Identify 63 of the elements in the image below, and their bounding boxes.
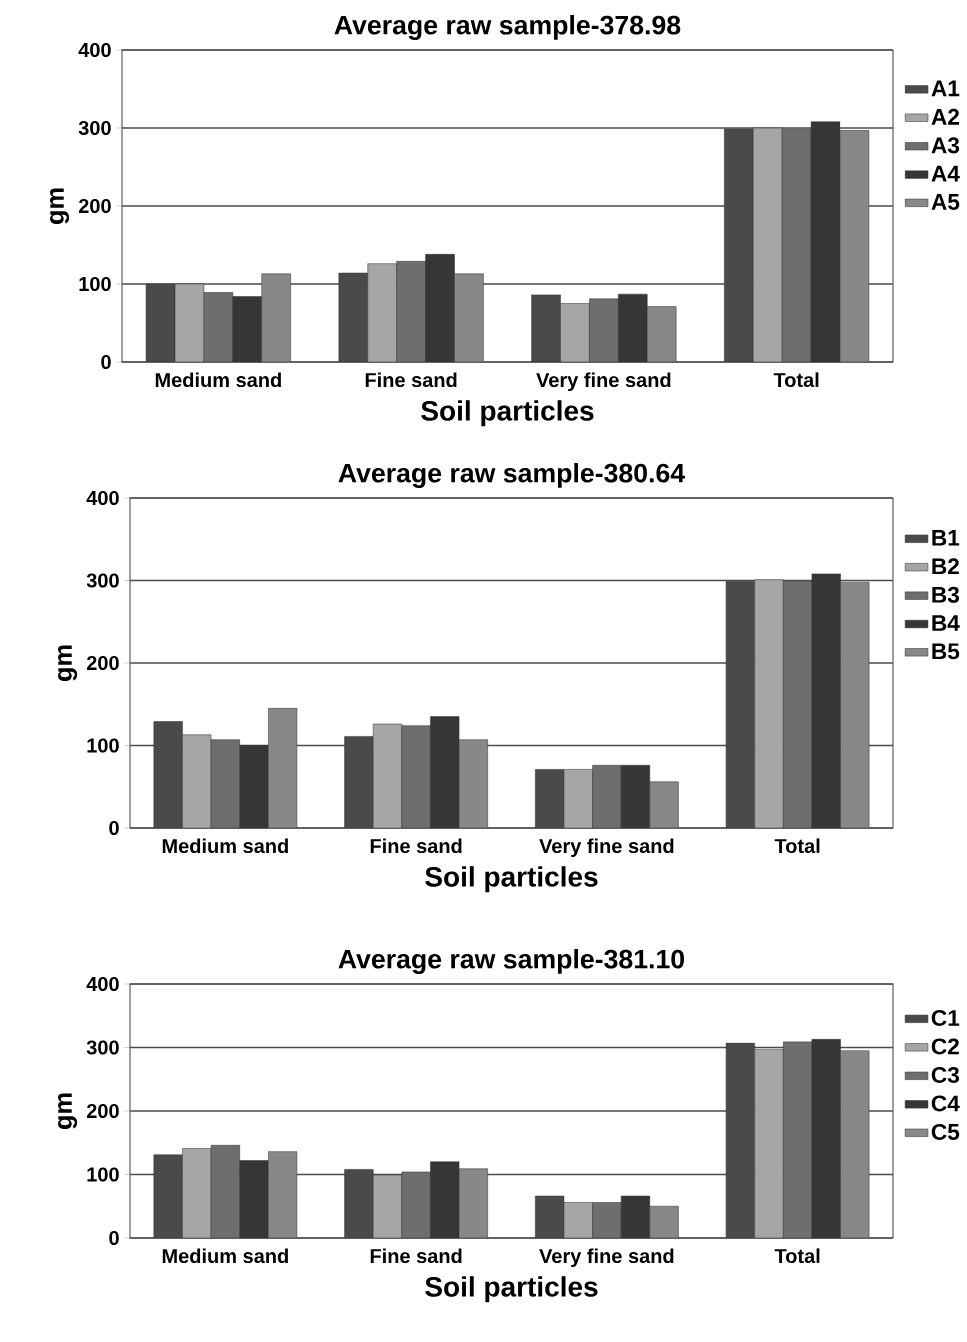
legend-label: B4 bbox=[932, 615, 960, 631]
y-tick-label: 400 bbox=[78, 42, 111, 58]
bar bbox=[458, 1168, 489, 1238]
x-tick-label: Medium sand bbox=[163, 1248, 289, 1264]
y-tick-label: 100 bbox=[87, 1167, 119, 1182]
y-axis-title: gm bbox=[50, 188, 70, 224]
bar bbox=[649, 1205, 679, 1238]
legend-label: A4 bbox=[931, 165, 960, 182]
x-tick-label: Fine sand bbox=[371, 838, 462, 854]
y-tick-label: 300 bbox=[86, 573, 119, 588]
bar bbox=[754, 579, 784, 828]
legend-label: C2 bbox=[931, 1038, 960, 1055]
bar bbox=[754, 1049, 784, 1238]
y-axis-title: gm bbox=[58, 1093, 78, 1129]
x-tick-label: Very fine sand bbox=[539, 838, 674, 858]
x-tick-label: Fine sand bbox=[366, 372, 457, 388]
y-tick-label: 300 bbox=[86, 1040, 119, 1055]
legend-label: C5 bbox=[931, 1123, 960, 1140]
chart-title: Average raw sample-380.64 bbox=[338, 462, 686, 488]
x-tick-label: Very fine sand bbox=[536, 372, 671, 392]
legend-label: B2 bbox=[932, 558, 960, 575]
chart-title: Average raw sample-378.98 bbox=[334, 14, 681, 40]
legend-label: B5 bbox=[932, 643, 960, 660]
y-tick-label: 400 bbox=[86, 976, 119, 992]
legend-label: C4 bbox=[931, 1095, 960, 1112]
bar bbox=[563, 1202, 594, 1238]
bar bbox=[182, 734, 212, 828]
bar bbox=[373, 723, 403, 828]
x-tick-label: Very fine sand bbox=[539, 1248, 674, 1268]
x-tick-label: Total bbox=[774, 838, 820, 854]
bar bbox=[563, 769, 594, 828]
y-tick-label: 200 bbox=[87, 1103, 119, 1119]
x-tick-label: Fine sand bbox=[371, 1248, 462, 1264]
y-tick-label: 200 bbox=[79, 198, 111, 214]
x-tick-label: Total bbox=[774, 1248, 820, 1264]
y-tick-label: 0 bbox=[101, 354, 111, 370]
x-tick-label: Total bbox=[773, 372, 819, 388]
y-tick-label: 300 bbox=[78, 120, 111, 136]
legend-label: C1 bbox=[931, 1009, 960, 1026]
legend-label: A2 bbox=[931, 108, 960, 125]
x-tick-label: Medium sand bbox=[156, 372, 282, 388]
y-tick-label: 100 bbox=[79, 276, 111, 292]
bar bbox=[373, 1174, 403, 1238]
legend-label: A1 bbox=[931, 80, 960, 97]
x-tick-label: Medium sand bbox=[163, 838, 289, 854]
bar bbox=[268, 1151, 298, 1238]
legend-label: B1 bbox=[932, 529, 960, 546]
legend-label: A3 bbox=[931, 137, 960, 154]
y-tick-label: 100 bbox=[87, 738, 119, 753]
legend-label: B3 bbox=[932, 586, 960, 603]
bar bbox=[840, 1050, 870, 1238]
legend-label: C3 bbox=[931, 1066, 960, 1083]
y-tick-label: 400 bbox=[86, 490, 119, 506]
y-tick-label: 0 bbox=[109, 820, 119, 836]
bar bbox=[182, 1148, 212, 1238]
y-tick-label: 200 bbox=[87, 655, 119, 671]
x-axis-title: Soil particles bbox=[421, 400, 594, 427]
x-axis-title: Soil particles bbox=[425, 866, 598, 893]
chart-title: Average raw sample-381.10 bbox=[338, 948, 685, 974]
legend-label: A5 bbox=[931, 194, 960, 210]
y-axis-title: gm bbox=[58, 645, 78, 681]
x-axis-title: Soil particles bbox=[425, 1276, 598, 1303]
y-tick-label: 0 bbox=[109, 1230, 119, 1246]
